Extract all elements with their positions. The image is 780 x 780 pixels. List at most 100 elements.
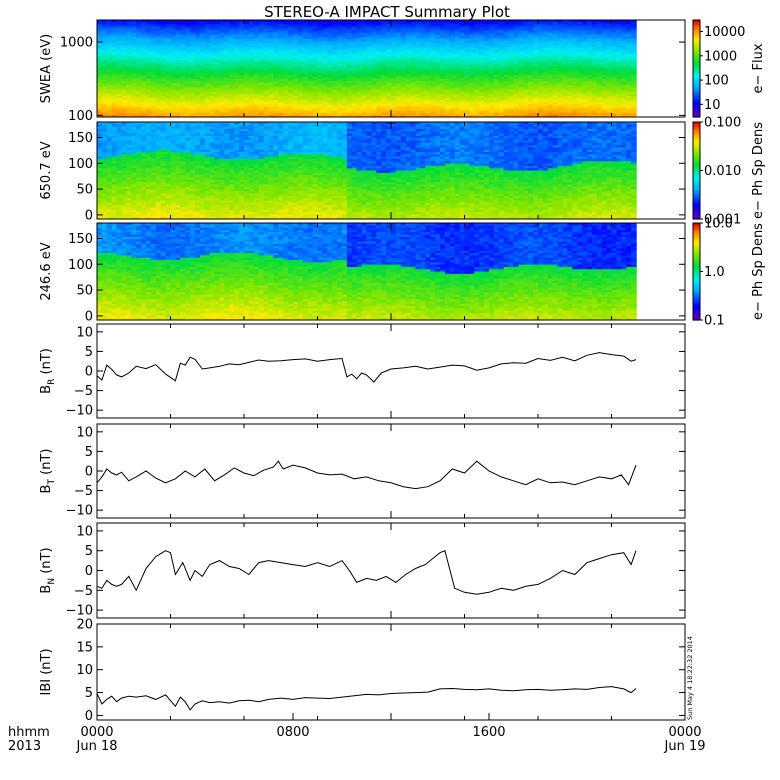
- colorbar-swatch: [693, 147, 700, 151]
- colorbar-swatch: [693, 217, 700, 220]
- colorbar-swatch: [693, 235, 700, 239]
- colorbar-swatch: [693, 234, 700, 237]
- colorbar-swatch: [693, 318, 700, 321]
- colorbar-swatch: [693, 175, 700, 178]
- y-tick-label: 10: [76, 524, 93, 539]
- x-tick-label: 0000: [668, 725, 701, 740]
- colorbar-swatch: [693, 167, 700, 170]
- colorbar-swatch: [693, 292, 700, 295]
- colorbar-swatch: [693, 302, 700, 305]
- pad650-panel: 150 100 50 0 650.7 eV: [39, 121, 686, 223]
- colorbar-swatch: [693, 194, 700, 197]
- colorbar-swatch: [693, 287, 700, 290]
- y-tick-label: 100: [68, 109, 93, 124]
- colorbar-tick-label: 0.100: [704, 116, 741, 131]
- colorbar-swatch: [693, 295, 700, 298]
- y-tick-label: 20: [76, 618, 93, 633]
- colorbar-swatch: [693, 136, 700, 139]
- colorbar-swatch: [693, 36, 700, 39]
- bmag-panel: 20 15 10 5 0 IBI (nT): [39, 618, 686, 724]
- colorbar-swatch: [693, 227, 700, 231]
- colorbar-swatch: [693, 199, 700, 202]
- colorbar-swatch: [693, 162, 700, 165]
- colorbar-swatch: [693, 290, 700, 294]
- y-tick-label: 0: [85, 465, 93, 480]
- colorbar-swatch: [693, 252, 700, 255]
- swea-colorbar: 10000 1000 100 10 e− Flux: [692, 19, 766, 118]
- colorbar-swatch: [693, 250, 700, 253]
- colorbar-swatch: [693, 60, 700, 63]
- colorbar-swatch: [693, 42, 700, 45]
- y-tick-label: −5: [74, 584, 93, 599]
- colorbar-swatch: [693, 256, 700, 260]
- x-date-label: Jun 19: [664, 739, 706, 754]
- colorbar-swatch: [693, 86, 700, 89]
- colorbar-swatch: [693, 207, 700, 210]
- y-tick-label: 50: [76, 284, 93, 299]
- colorbar-swatch: [693, 248, 700, 252]
- colorbar-swatch: [693, 266, 700, 269]
- colorbar-swatch: [693, 91, 700, 94]
- colorbar-swatch: [693, 71, 700, 74]
- colorbar-swatch: [693, 181, 700, 185]
- pad650-heatmap: [97, 122, 637, 219]
- colorbar-swatch: [693, 37, 700, 40]
- bn-ylabel: BN (nT): [39, 547, 57, 593]
- colorbar-swatch: [693, 26, 700, 29]
- colorbar-swatch: [693, 311, 700, 315]
- colorbar-swatch: [693, 277, 700, 281]
- colorbar-swatch: [693, 65, 700, 68]
- colorbar-swatch: [693, 128, 700, 131]
- colorbar-swatch: [693, 297, 700, 300]
- colorbar-swatch: [693, 315, 700, 318]
- colorbar-swatch: [693, 113, 700, 116]
- x-tick-label: 1600: [472, 725, 505, 740]
- colorbar-swatch: [693, 173, 700, 176]
- y-tick-label: 0: [85, 365, 93, 380]
- colorbar-swatch: [693, 79, 700, 83]
- timestamp: Sun May 4 18:22:32 2014: [686, 636, 694, 720]
- y-tick-label: 100: [68, 258, 93, 273]
- swea-heatmap: [97, 20, 637, 117]
- x-tick-label: 0000: [80, 725, 113, 740]
- colorbar-swatch: [693, 183, 700, 186]
- colorbar-swatch: [693, 255, 700, 258]
- colorbar-swatch: [693, 242, 700, 245]
- colorbar-swatch: [693, 308, 700, 311]
- colorbar-swatch: [693, 78, 700, 81]
- colorbar-swatch: [693, 97, 700, 100]
- bt-ylabel: BT (nT): [39, 449, 57, 494]
- bmag-series-line: [96, 686, 637, 711]
- colorbar-swatch: [693, 58, 700, 62]
- colorbar-swatch: [693, 269, 700, 273]
- colorbar-swatch: [693, 168, 700, 172]
- colorbar-swatch: [693, 100, 700, 104]
- colorbar-swatch: [693, 237, 700, 240]
- colorbar-swatch: [693, 265, 700, 268]
- colorbar-swatch: [693, 133, 700, 136]
- colorbar-swatch: [693, 172, 700, 175]
- br-ylabel: BR (nT): [39, 348, 57, 394]
- colorbar-tick-label: 10: [704, 98, 721, 113]
- y-tick-label: 0: [85, 309, 93, 324]
- colorbar-swatch: [693, 244, 700, 247]
- colorbar-swatch: [693, 263, 700, 266]
- colorbar-swatch: [693, 260, 700, 263]
- colorbar-swatch: [693, 178, 700, 181]
- colorbar-swatch: [693, 223, 700, 226]
- colorbar-swatch: [693, 28, 700, 31]
- colorbar-swatch: [693, 144, 700, 147]
- colorbar-swatch: [693, 146, 700, 149]
- swea-colorbar-label: e− Flux: [751, 43, 766, 93]
- colorbar-swatch: [693, 115, 700, 118]
- colorbar-swatch: [693, 83, 700, 86]
- y-tick-label: 0: [85, 709, 93, 724]
- colorbar-tick-label: 10.0: [704, 217, 733, 232]
- x-date-label: Jun 18: [76, 739, 118, 754]
- colorbar-swatch: [693, 110, 700, 113]
- y-tick-label: −10: [66, 404, 93, 419]
- colorbar-swatch: [693, 57, 700, 60]
- colorbar-swatch: [693, 214, 700, 217]
- x-label-year: 2013: [8, 739, 41, 754]
- y-tick-label: −5: [74, 484, 93, 499]
